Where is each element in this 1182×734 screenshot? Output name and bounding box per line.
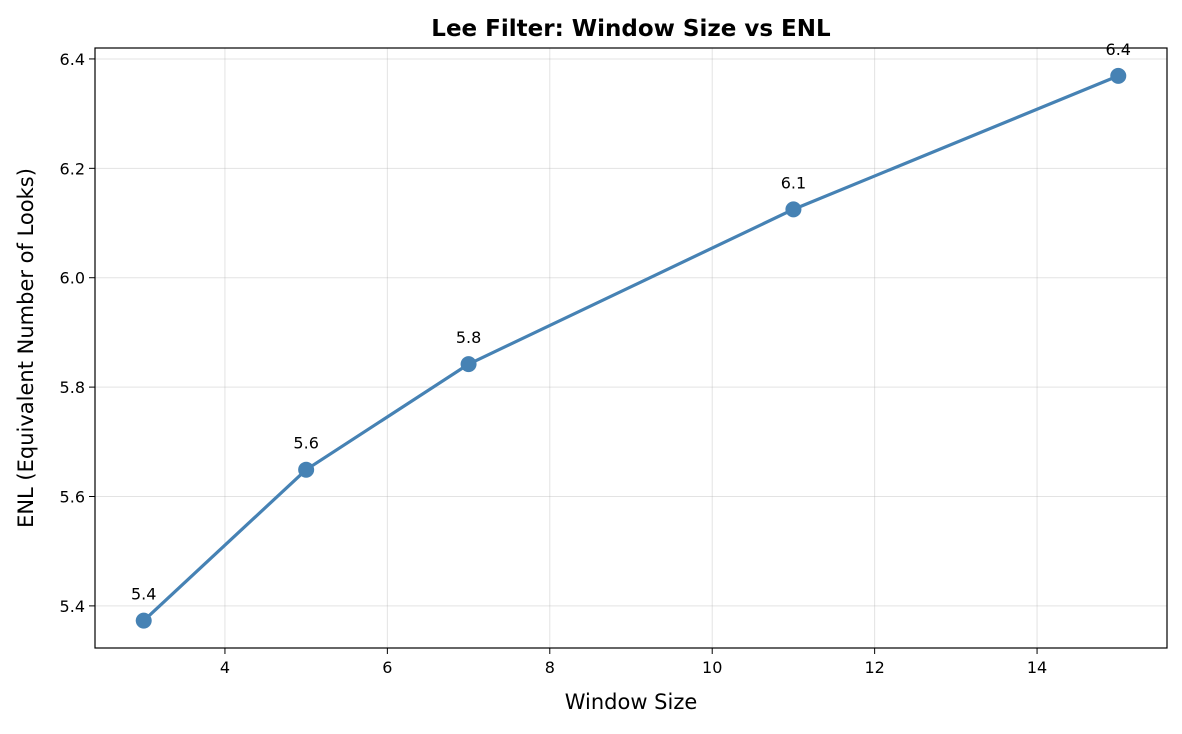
y-tick-label: 6.0 (60, 269, 85, 288)
data-point (135, 612, 152, 629)
x-tick-label: 8 (545, 658, 555, 677)
y-tick-label: 5.6 (60, 487, 85, 506)
y-tick-label: 5.8 (60, 378, 85, 397)
series-line (142, 74, 1119, 622)
series-line-group: 5.4 5.6 5.8 6.1 6.4 (131, 40, 1131, 629)
data-label: 5.6 (293, 434, 318, 453)
data-point (1110, 67, 1127, 84)
x-tick-label: 10 (702, 658, 722, 677)
x-tick-label: 6 (382, 658, 392, 677)
x-axis-ticks: 4 6 8 10 12 14 (220, 648, 1047, 677)
data-point (785, 201, 802, 218)
data-label: 5.4 (131, 585, 156, 604)
x-tick-label: 4 (220, 658, 230, 677)
data-label: 6.1 (781, 173, 806, 192)
y-axis-label: ENL (Equivalent Number of Looks) (14, 168, 38, 528)
x-tick-label: 12 (864, 658, 884, 677)
data-label: 6.4 (1106, 40, 1131, 59)
y-tick-label: 6.2 (60, 159, 85, 178)
data-point (460, 356, 477, 373)
plot-frame (94, 47, 1168, 649)
x-axis-label: Window Size (565, 690, 698, 714)
data-label: 5.8 (456, 328, 481, 347)
grid (95, 48, 1167, 648)
y-tick-label: 6.4 (60, 50, 85, 69)
y-axis-ticks: 5.4 5.6 5.8 6.0 6.2 6.4 (60, 50, 95, 616)
data-point (298, 461, 315, 478)
chart-title: Lee Filter: Window Size vs ENL (431, 16, 831, 42)
y-tick-label: 5.4 (60, 597, 85, 616)
x-tick-label: 14 (1027, 658, 1047, 677)
